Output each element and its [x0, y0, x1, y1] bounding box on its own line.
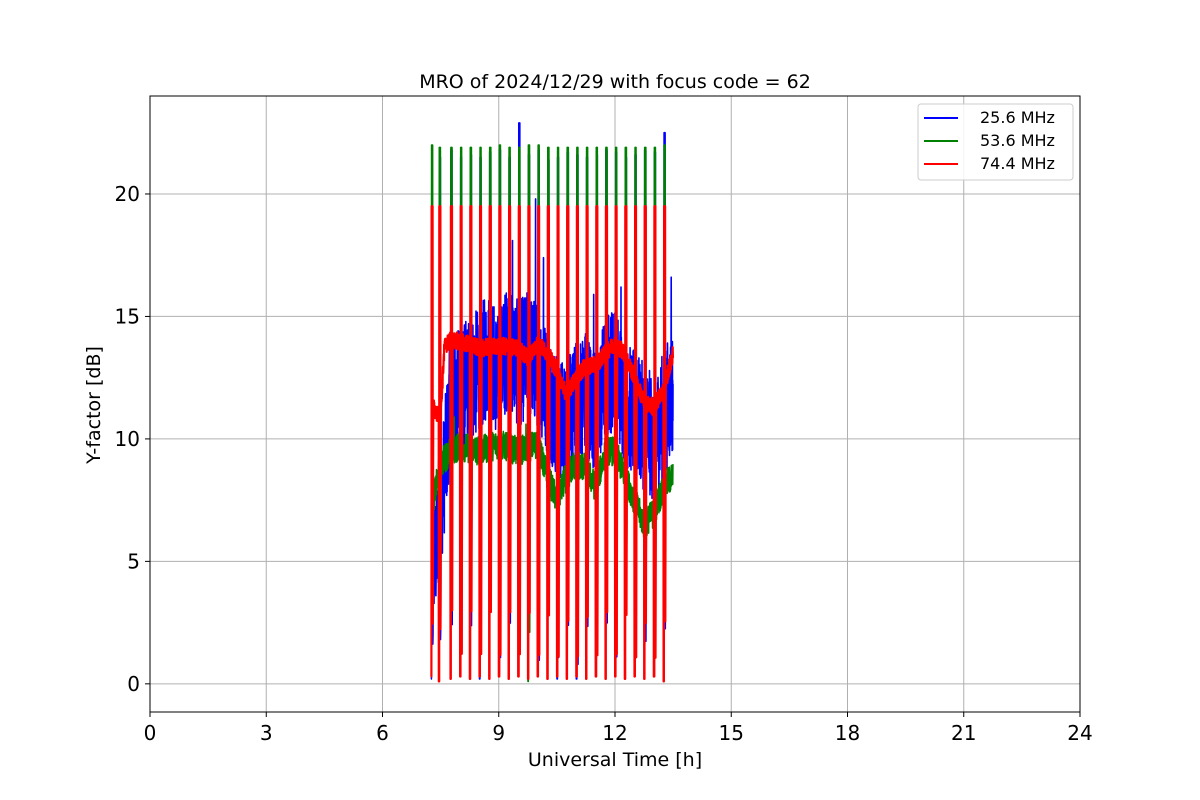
y-tick-label: 10 [115, 427, 140, 451]
y-axis-label: Y-factor [dB] [83, 346, 105, 465]
x-tick-label: 21 [951, 721, 976, 745]
x-tick-label: 18 [835, 721, 860, 745]
y-tick-label: 5 [127, 549, 140, 573]
x-axis-label: Universal Time [h] [528, 749, 702, 771]
x-tick-label: 15 [719, 721, 744, 745]
legend-box [917, 103, 1074, 181]
ticks: 0 3 6 9 12 15 18 21 24 0 5 10 15 20 [115, 182, 1093, 745]
legend-label: 53.6 MHz [980, 131, 1055, 150]
y-tick-label: 0 [127, 672, 140, 696]
x-tick-label: 6 [376, 721, 389, 745]
legend: 25.6 MHz 53.6 MHz 74.4 MHz [917, 103, 1074, 181]
chart-title: MRO of 2024/12/29 with focus code = 62 [419, 71, 811, 93]
x-tick-label: 12 [602, 721, 627, 745]
x-tick-label: 0 [144, 721, 157, 745]
series-line-3 [430, 205, 675, 683]
y-tick-label: 15 [115, 304, 140, 328]
plot-area [430, 122, 675, 683]
series-line-2 [430, 144, 674, 683]
x-tick-label: 9 [492, 721, 505, 745]
legend-label: 74.4 MHz [980, 154, 1055, 173]
x-tick-label: 3 [260, 721, 273, 745]
legend-label: 25.6 MHz [980, 108, 1055, 127]
x-tick-label: 24 [1067, 721, 1092, 745]
y-tick-label: 20 [115, 182, 140, 206]
